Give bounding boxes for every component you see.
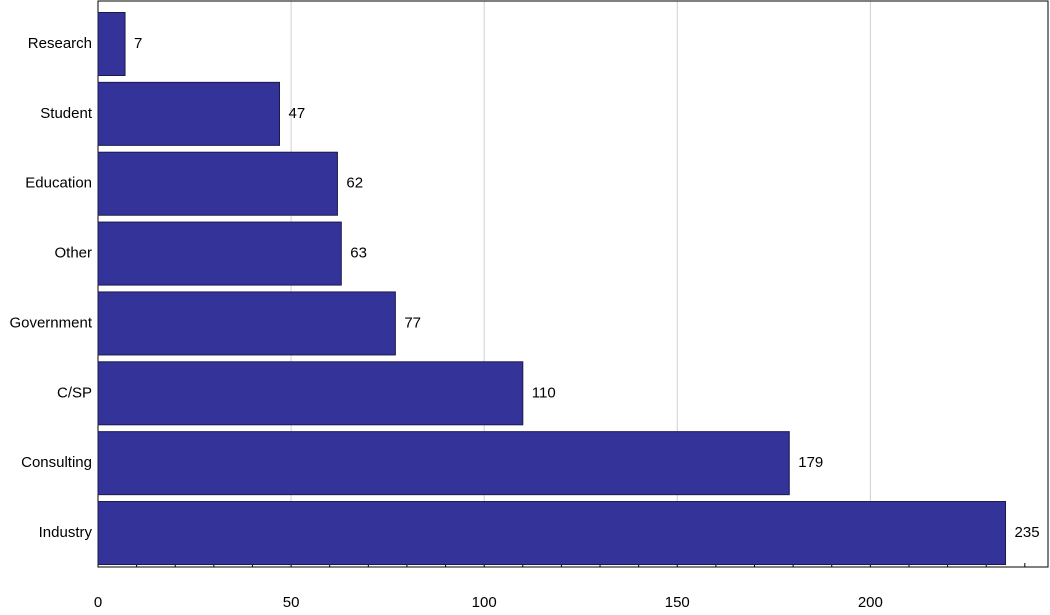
y-tick-label: Research (28, 35, 92, 52)
y-tick-label: Education (25, 175, 92, 192)
x-tick-label: 200 (858, 594, 883, 611)
x-tick-label: 0 (94, 594, 102, 611)
bar (97, 501, 1007, 566)
value-label: 235 (1015, 524, 1040, 541)
x-tick-label: 50 (283, 594, 300, 611)
x-tick-label: 100 (472, 594, 497, 611)
bar (97, 151, 338, 216)
value-label: 77 (404, 314, 421, 331)
y-tick-label: Industry (39, 524, 93, 541)
bar (97, 431, 790, 496)
x-tick-label: 150 (665, 594, 690, 611)
bar (97, 81, 281, 146)
y-tick-label: C/SP (57, 384, 92, 401)
value-label: 62 (346, 175, 363, 192)
value-label: 110 (532, 384, 556, 401)
y-tick-label: Student (40, 105, 93, 122)
bar (97, 361, 524, 426)
value-label: 7 (134, 35, 142, 52)
y-tick-label: Government (9, 314, 92, 331)
value-label: 63 (350, 245, 367, 262)
y-tick-label: Consulting (21, 454, 92, 471)
bar (97, 221, 342, 286)
value-label: 179 (798, 454, 823, 471)
value-label: 47 (289, 105, 306, 122)
y-tick-label: Other (54, 245, 92, 262)
bar (97, 291, 396, 356)
bar (97, 12, 126, 76)
